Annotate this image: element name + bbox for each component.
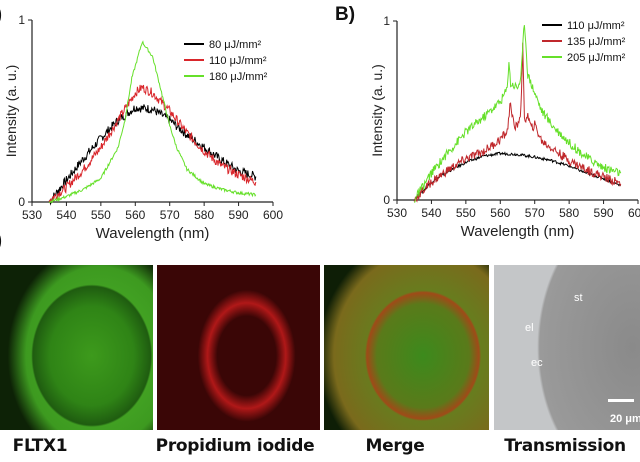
x-tick-label: 590 bbox=[229, 208, 249, 222]
label-el: el bbox=[525, 322, 534, 334]
series-line bbox=[413, 42, 622, 203]
image-fltx1 bbox=[0, 265, 153, 430]
y-axis-title: Intensity (a. u.) bbox=[3, 65, 19, 158]
y-tick-label: 0 bbox=[383, 193, 390, 207]
x-tick-label: 570 bbox=[525, 206, 545, 220]
x-tick-label: 560 bbox=[125, 208, 145, 222]
image-propidium-iodide bbox=[157, 265, 320, 430]
x-tick-label: 540 bbox=[421, 206, 441, 220]
caption-fltx1: FLTX1 bbox=[12, 436, 68, 456]
x-tick-label: 570 bbox=[160, 208, 180, 222]
panel-label: B) bbox=[335, 4, 355, 25]
y-tick-label: 1 bbox=[18, 13, 25, 27]
legend-label: 180 μJ/mm² bbox=[209, 71, 268, 83]
panel-a-fragment: ) bbox=[0, 4, 2, 25]
chart-b: 530 540 550 560 570 580 590 600 0 1 Wavelength (nm… bbox=[335, 4, 640, 240]
x-tick-label: 580 bbox=[194, 208, 214, 222]
image-merge bbox=[324, 265, 489, 430]
x-tick-label: 550 bbox=[456, 206, 476, 220]
x-axis-title: Wavelength (nm) bbox=[96, 225, 210, 242]
scale-bar-label: 20 μm bbox=[610, 413, 640, 425]
legend-label: 80 μJ/mm² bbox=[209, 39, 262, 51]
caption-propidium-iodide: Propidium iodide bbox=[155, 436, 315, 456]
label-ec: ec bbox=[531, 357, 543, 369]
caption-transmission: Transmission bbox=[504, 436, 626, 456]
x-tick-label: 580 bbox=[559, 206, 579, 220]
y-axis-title: Intensity (a. u.) bbox=[369, 64, 385, 157]
chart-a: 530 540 550 560 570 580 590 600 0 1 Wavelength (nm… bbox=[3, 13, 283, 242]
series-line bbox=[48, 84, 257, 203]
series-line bbox=[48, 104, 257, 206]
series-line bbox=[413, 25, 622, 203]
y-tick-label: 1 bbox=[383, 14, 390, 28]
caption-merge: Merge bbox=[365, 436, 425, 456]
image-transmission: st el ec 20 μm bbox=[494, 265, 640, 430]
x-tick-label: 600 bbox=[628, 206, 640, 220]
x-axis-title: Wavelength (nm) bbox=[461, 223, 575, 240]
legend-label: 135 μJ/mm² bbox=[567, 36, 626, 48]
x-tick-label: 560 bbox=[490, 206, 510, 220]
legend-label: 110 μJ/mm² bbox=[209, 55, 267, 67]
panel-c-fragment: ) bbox=[0, 230, 2, 251]
x-tick-label: 590 bbox=[594, 206, 614, 220]
series-line bbox=[48, 40, 257, 204]
x-tick-label: 530 bbox=[387, 206, 407, 220]
y-tick-label: 0 bbox=[18, 195, 25, 209]
label-st: st bbox=[574, 292, 583, 304]
legend-label: 205 μJ/mm² bbox=[567, 52, 626, 64]
scale-bar bbox=[608, 399, 634, 402]
x-tick-label: 530 bbox=[22, 208, 42, 222]
x-tick-label: 550 bbox=[91, 208, 111, 222]
x-tick-label: 540 bbox=[56, 208, 76, 222]
x-tick-label: 600 bbox=[263, 208, 283, 222]
legend-label: 110 μJ/mm² bbox=[567, 20, 625, 32]
